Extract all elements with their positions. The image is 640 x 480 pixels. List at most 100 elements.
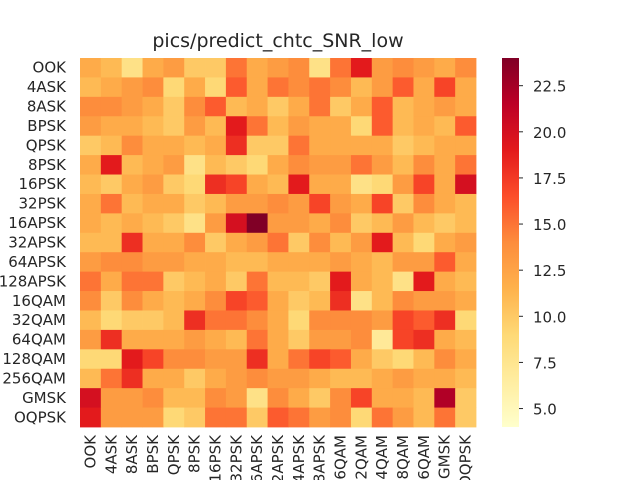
heatmap-cell (225, 213, 248, 234)
heatmap-cell (455, 291, 477, 311)
heatmap-cell (184, 213, 206, 234)
heatmap-cell (205, 96, 227, 117)
y-tick-label: OOK (33, 59, 68, 77)
heatmap-cell (121, 116, 143, 137)
heatmap-cell (225, 58, 248, 78)
heatmap-cell (205, 193, 227, 214)
x-tick-label: 16APSK (248, 434, 266, 480)
heatmap-cell (350, 252, 373, 273)
heatmap-cell (455, 252, 477, 273)
heatmap-cell (455, 232, 477, 253)
heatmap-cell (100, 291, 123, 311)
heatmap-cell (225, 368, 248, 389)
heatmap-cell (434, 291, 456, 311)
heatmap-cell (80, 388, 102, 408)
heatmap-cell (413, 407, 435, 428)
chart-title: pics/predict_chtc_SNR_low (152, 30, 403, 52)
y-tick-label: 64QAM (12, 331, 66, 349)
heatmap-cell (225, 407, 248, 428)
heatmap-cell (371, 116, 394, 137)
heatmap-cell (100, 77, 123, 98)
heatmap-cell (121, 349, 143, 370)
heatmap-cell (371, 155, 394, 175)
heatmap-cell (142, 329, 164, 350)
heatmap-cell (267, 116, 289, 137)
heatmap-cell (205, 407, 227, 428)
x-tick-label: 16PSK (206, 434, 224, 480)
heatmap-cell (100, 155, 123, 175)
heatmap-cell (455, 329, 477, 350)
heatmap-cell (225, 135, 248, 156)
colorbar (502, 58, 519, 427)
heatmap-cell (350, 291, 373, 311)
heatmap-cell (392, 291, 414, 311)
heatmap-cell (455, 116, 477, 137)
heatmap-cell (184, 388, 206, 408)
heatmap-cell (80, 193, 102, 214)
heatmap-cell (288, 96, 310, 117)
heatmap-cell (455, 388, 477, 408)
x-tick-label: 32QAM (352, 435, 370, 480)
heatmap-cell (184, 407, 206, 428)
heatmap-cell (100, 407, 123, 428)
heatmap-cell (309, 77, 331, 98)
heatmap-cell (267, 291, 289, 311)
heatmap-cell (413, 388, 435, 408)
x-tick-label: 32APSK (269, 434, 287, 480)
heatmap-cell (142, 388, 164, 408)
heatmap-cell (246, 116, 268, 137)
heatmap-cell (184, 155, 206, 175)
heatmap-cell (371, 329, 394, 350)
heatmap-cell (413, 252, 435, 273)
heatmap-cell (455, 77, 477, 98)
heatmap-cell (309, 135, 331, 156)
heatmap-cell (434, 58, 456, 78)
heatmap-cell (371, 174, 394, 195)
heatmap-cell (434, 252, 456, 273)
heatmap-cell (330, 193, 352, 214)
colorbar-ticks: 5.0 7.5 10.0 12.5 15.0 17.5 20.0 22.5 (519, 78, 566, 419)
heatmap-cell (121, 77, 143, 98)
heatmap-cell (330, 174, 352, 195)
heatmap-cell (330, 96, 352, 117)
heatmap-cell (225, 310, 248, 331)
heatmap-cell (246, 329, 268, 350)
heatmap-cell (288, 271, 310, 292)
heatmap-cell (455, 58, 477, 78)
heatmap-cell (142, 77, 164, 98)
heatmap-cell (142, 174, 164, 195)
heatmap-cell (267, 368, 289, 389)
heatmap-cell (142, 368, 164, 389)
heatmap-cell (100, 58, 123, 78)
heatmap-cell (309, 291, 331, 311)
heatmap-cell (309, 388, 331, 408)
heatmap-cell (455, 349, 477, 370)
heatmap-cell (267, 213, 289, 234)
heatmap-cell (350, 155, 373, 175)
heatmap-cell (434, 213, 456, 234)
heatmap-cell (330, 388, 352, 408)
heatmap-cell (184, 58, 206, 78)
colorbar-tick-label: 17.5 (533, 170, 566, 188)
heatmap-cell (142, 193, 164, 214)
heatmap-cell (371, 368, 394, 389)
heatmap-cell (330, 116, 352, 137)
colorbar-tick-label: 5.0 (533, 401, 557, 419)
heatmap-cell (288, 407, 310, 428)
heatmap-cell (246, 96, 268, 117)
heatmap-cell (434, 407, 456, 428)
heatmap-cell (309, 116, 331, 137)
heatmap-cell (330, 310, 352, 331)
heatmap-cell (434, 193, 456, 214)
heatmap-cell (205, 291, 227, 311)
heatmap-cell (350, 174, 373, 195)
heatmap-cell (205, 232, 227, 253)
heatmap-cell (350, 213, 373, 234)
x-tick-label: OOK (81, 434, 99, 469)
heatmap-cell (434, 155, 456, 175)
heatmap-cell (434, 271, 456, 292)
heatmap-cell (413, 174, 435, 195)
heatmap-cell (288, 174, 310, 195)
heatmap-cell (205, 368, 227, 389)
heatmap-cell (246, 291, 268, 311)
